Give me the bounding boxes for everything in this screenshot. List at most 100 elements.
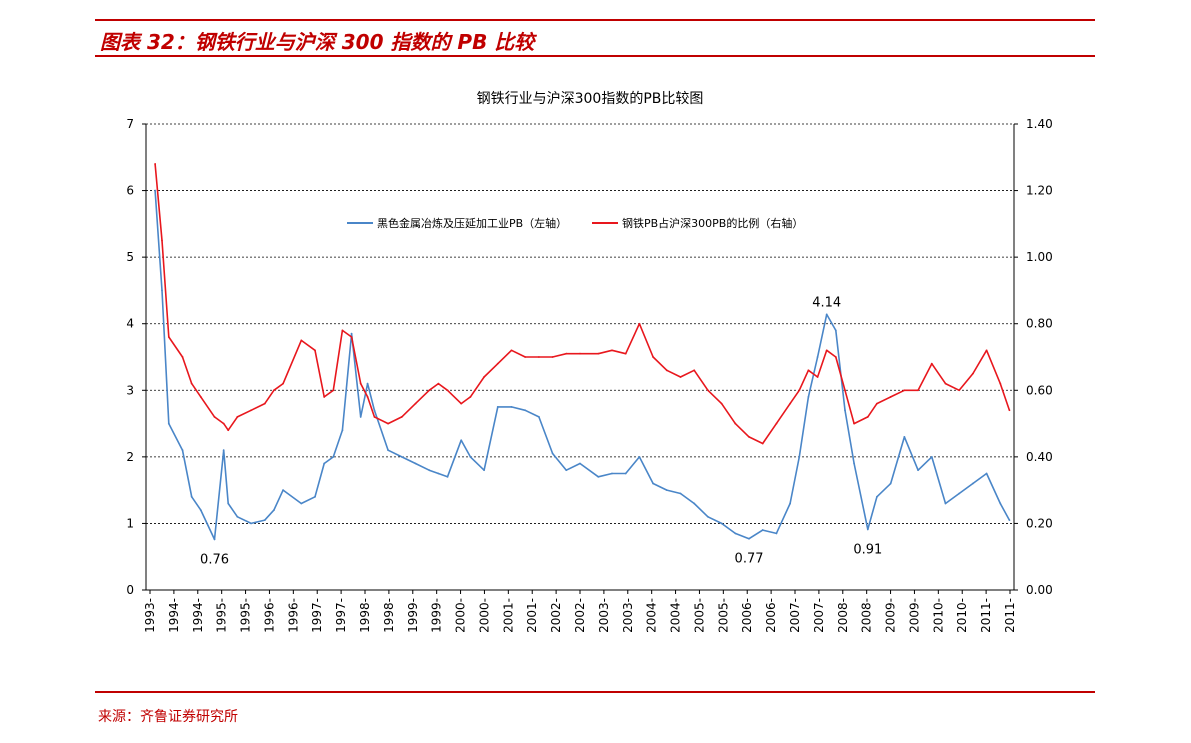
data-point [579, 462, 581, 465]
data-point [181, 356, 184, 358]
x-tick-label: 1996- [286, 598, 300, 633]
series-line-pb-ratio [154, 163, 1011, 445]
data-point [181, 449, 184, 452]
data-point [469, 455, 472, 458]
data-point [958, 389, 961, 392]
data-point [496, 406, 499, 408]
data-point [816, 356, 819, 358]
data-point [971, 372, 974, 375]
legend-label: 黑色金属冶炼及压延加工业PB（左轴） [377, 216, 567, 230]
data-point [282, 489, 284, 492]
data-point [798, 455, 801, 458]
data-point [161, 239, 163, 242]
y-left-tick-label: 0 [126, 583, 134, 597]
series-layer [154, 163, 1011, 541]
data-point [366, 382, 369, 385]
x-tick-label: 2005- [716, 598, 730, 633]
bottom-rule [95, 691, 1095, 693]
data-point [437, 382, 440, 385]
data-point [693, 502, 696, 505]
data-point [250, 409, 252, 412]
data-point [273, 389, 275, 392]
data-point [611, 472, 613, 475]
data-point [332, 455, 335, 458]
data-point [638, 322, 641, 325]
data-point [825, 313, 828, 316]
data-point [917, 469, 919, 472]
data-point [611, 349, 613, 352]
data-point [985, 472, 988, 475]
series-line-steel-pb [154, 190, 1011, 541]
grid-lines [146, 123, 1014, 524]
data-point [579, 352, 581, 355]
data-point [679, 376, 682, 378]
data-point [844, 389, 846, 392]
x-tick-label: 2009- [907, 598, 921, 633]
data-point [537, 356, 540, 358]
data-point [510, 349, 513, 352]
data-point [483, 376, 485, 378]
data-point [154, 189, 157, 192]
x-tick-label: 1997- [334, 598, 348, 633]
y-left-tick-label: 2 [126, 450, 134, 464]
annotation-label: 0.91 [853, 542, 882, 557]
y-right-tick-label: 1.20 [1026, 184, 1053, 198]
legend-label: 钢铁PB占沪深300PB的比例（右轴） [622, 216, 803, 230]
data-point [679, 492, 682, 495]
x-tick-label: 2002- [573, 598, 587, 633]
x-tick-label: 2007- [812, 598, 826, 633]
x-tick-label: 2001- [525, 598, 539, 633]
data-point [903, 435, 906, 438]
data-point [273, 509, 275, 512]
data-point [798, 389, 801, 392]
data-point [460, 402, 463, 405]
x-tick-label: 1998- [382, 598, 396, 633]
data-point [428, 389, 431, 392]
figure-title: 图表 32：钢铁行业与沪深 300 指数的 PB 比较 [100, 30, 535, 54]
data-point [437, 472, 440, 475]
data-point [190, 495, 193, 498]
data-point [282, 382, 284, 385]
data-point [496, 362, 499, 365]
data-point [944, 382, 947, 385]
x-tick-label: 1996- [262, 598, 276, 633]
data-point [227, 429, 230, 432]
data-point [748, 435, 750, 438]
x-tick-label: 2003- [621, 598, 635, 633]
data-point [167, 422, 170, 425]
y-left-tick-label: 5 [126, 250, 134, 264]
axes: 0 1 2 3 4 5 6 7 0.00 0.20 0.40 0.60 0.80 1.00 1.20 1.40… [126, 117, 1052, 633]
data-point [414, 402, 417, 405]
data-point [341, 329, 344, 332]
y-right-tick-label: 0.80 [1026, 317, 1053, 331]
data-point [652, 356, 654, 358]
data-point [537, 416, 540, 418]
data-point [889, 482, 892, 485]
y-left-tick-label: 7 [126, 117, 134, 131]
data-point [565, 352, 568, 355]
data-point [834, 356, 837, 358]
data-point [693, 369, 696, 372]
y-right-tick-label: 0.20 [1026, 516, 1053, 530]
data-point [775, 532, 778, 535]
data-point [154, 163, 157, 165]
data-point [373, 409, 376, 412]
y-left-tick-label: 1 [126, 516, 134, 530]
y-left-tick-label: 3 [126, 383, 134, 397]
data-point [551, 356, 554, 358]
x-tick-label: 2006- [764, 598, 778, 633]
x-tick-label: 1999- [430, 598, 444, 633]
x-tick-label: 1993- [143, 598, 157, 633]
annotations: 0.76 0.77 4.14 0.91 [200, 295, 882, 567]
data-point [889, 396, 892, 398]
y-right-tick-label: 1.40 [1026, 117, 1053, 131]
x-tick-label: 1998- [358, 598, 372, 633]
x-tick-label: 1995- [215, 598, 229, 633]
data-point [999, 502, 1002, 505]
data-point [917, 389, 919, 392]
data-point [190, 382, 193, 385]
data-point [414, 462, 417, 465]
x-tick-label: 1995- [239, 598, 253, 633]
data-point [958, 492, 961, 495]
